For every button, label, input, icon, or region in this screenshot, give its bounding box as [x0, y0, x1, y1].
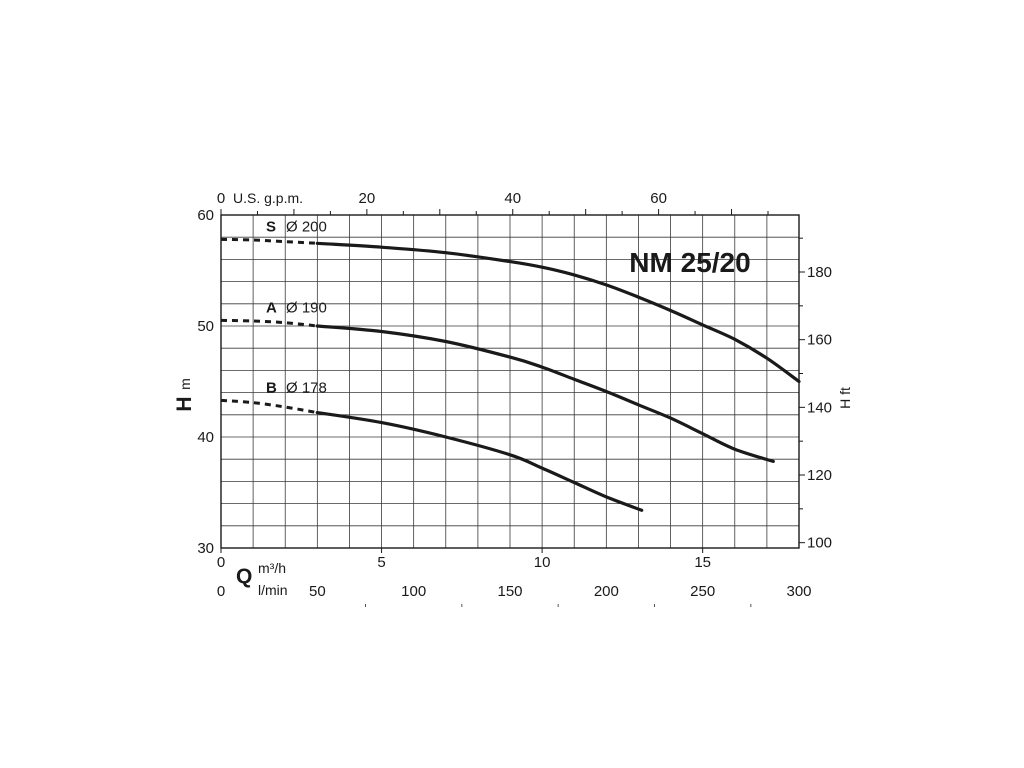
- gpm-tick-label: 20: [359, 190, 376, 207]
- chart-title: NM 25/20: [629, 247, 750, 278]
- curve-series: S Ø 200 A Ø 190 B Ø 178: [220, 218, 801, 512]
- lmin-tick-label: 0: [217, 583, 225, 600]
- lmin-tick-label: 300: [786, 583, 811, 600]
- chart-grid: [221, 215, 799, 548]
- curve-b-letter: B: [266, 379, 277, 396]
- y-tick-label: 50: [197, 318, 214, 335]
- curve-a: [315, 324, 775, 463]
- curve-b-label: Ø 178: [286, 379, 327, 396]
- ft-tick-label: 180: [807, 264, 832, 281]
- lmin-tick-label: 250: [690, 583, 715, 600]
- curve-a-letter: A: [266, 299, 277, 316]
- y-tick-label: 40: [197, 429, 214, 446]
- x-tick-label: 5: [377, 554, 385, 571]
- curve-b-dashed: [220, 398, 318, 415]
- lmin-tick-label: 100: [401, 583, 426, 600]
- curve-s: [315, 241, 801, 384]
- ft-tick-label: 100: [807, 535, 832, 552]
- lmin-tick-label: 150: [497, 583, 522, 600]
- ft-tick-label: 120: [807, 467, 832, 484]
- curve-s-letter: S: [266, 218, 276, 235]
- lmin-tick-label: 200: [594, 583, 619, 600]
- curve-a-label: Ø 190: [286, 299, 327, 316]
- gpm-tick-label: 40: [504, 190, 521, 207]
- curve-b: [315, 411, 644, 512]
- curve-s-label: Ø 200: [286, 218, 327, 235]
- x-axis-symbol: Q: [236, 565, 252, 588]
- lmin-tick-label: 50: [309, 583, 326, 600]
- y-tick-label: 30: [197, 540, 214, 557]
- x-tick-label: 10: [534, 554, 551, 571]
- gpm-tick-label: 60: [650, 190, 667, 207]
- gpm-tick-label: 0: [217, 190, 225, 207]
- ft-tick-label: 160: [807, 332, 832, 349]
- x-tick-label: 15: [694, 554, 711, 571]
- y-axis-unit: m: [177, 378, 193, 390]
- y-axis-symbol: H: [173, 396, 196, 411]
- curve-a-dashed: [220, 318, 318, 328]
- x-tick-label: 0: [217, 554, 225, 571]
- axis-ticks: [220, 209, 805, 607]
- curve-s-dashed: [220, 237, 318, 245]
- x-axis-unit: m³/h: [258, 560, 286, 576]
- y-tick-label: 60: [197, 207, 214, 224]
- top-axis-unit: U.S. g.p.m.: [233, 190, 303, 206]
- ft-tick-label: 140: [807, 399, 832, 416]
- right-axis-label: H ft: [837, 387, 853, 409]
- lmin-axis-unit: l/min: [258, 582, 288, 598]
